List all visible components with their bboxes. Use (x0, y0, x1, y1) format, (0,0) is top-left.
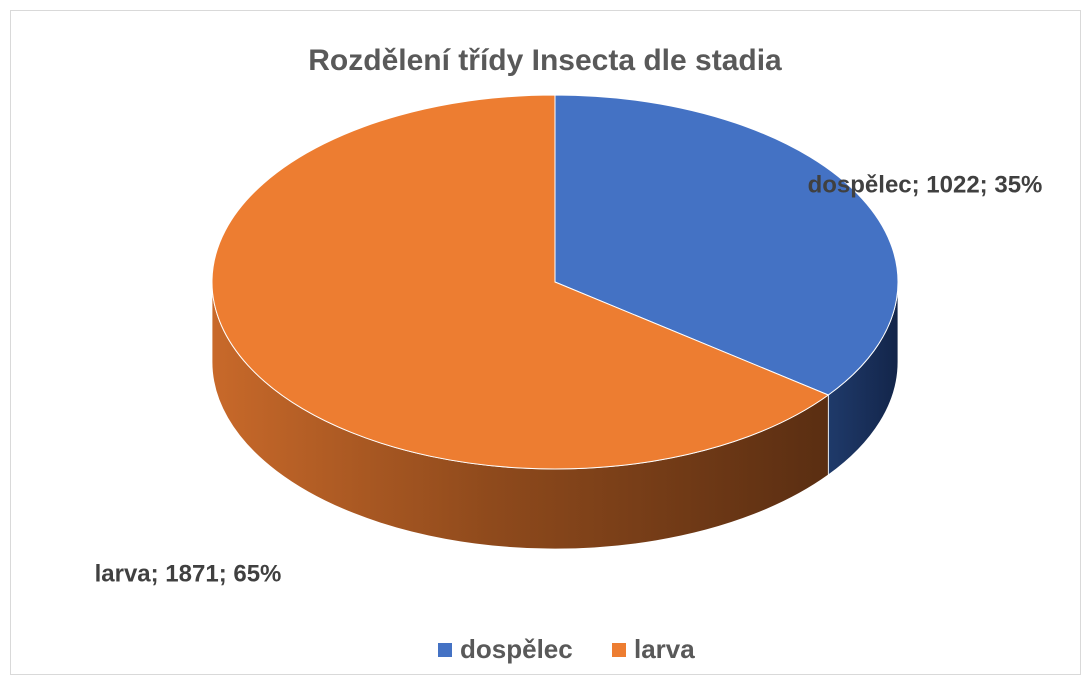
legend-label: larva (634, 634, 695, 664)
chart-title: Rozdělení třídy Insecta dle stadia (308, 44, 782, 77)
slice (554, 94, 899, 396)
data-labels: dospělec; 1022; 35% larva; 1871; 65% (95, 171, 1043, 587)
data-label: larva; 1871; 65% (95, 560, 282, 587)
data-label: dospělec; 1022; 35% (808, 171, 1043, 198)
legend: dospělec larva (438, 634, 695, 664)
slice (211, 94, 830, 470)
legend-swatch (438, 643, 452, 657)
pie (211, 94, 899, 550)
legend-label: dospělec (460, 634, 573, 664)
legend-swatch (612, 643, 626, 657)
